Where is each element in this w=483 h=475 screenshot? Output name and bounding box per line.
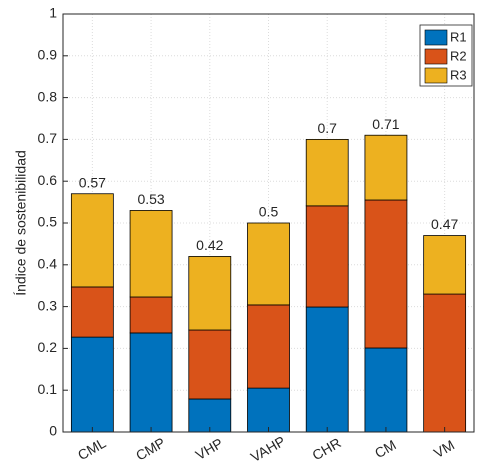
bar-segment xyxy=(364,347,408,433)
y-tick-label: 0.7 xyxy=(38,130,58,146)
bar-segment xyxy=(305,138,349,207)
bar-segment xyxy=(129,210,173,298)
legend-label: R3 xyxy=(450,67,467,82)
x-tick-label: CHR xyxy=(309,434,343,463)
total-label: 0.7 xyxy=(317,120,337,136)
x-tick-label: VHP xyxy=(193,435,226,463)
y-tick-label: 0.6 xyxy=(38,172,58,188)
y-tick-label: 0.8 xyxy=(38,88,58,104)
bar-segment xyxy=(247,387,290,433)
bar-segment xyxy=(188,256,232,331)
y-axis-label: Índice de sostenibilidad xyxy=(13,150,29,296)
bar-segment xyxy=(247,304,290,389)
bar-segment xyxy=(70,336,114,433)
y-tick-label: 0.4 xyxy=(38,256,58,272)
legend-swatch xyxy=(424,29,448,46)
total-label: 0.5 xyxy=(259,204,279,220)
y-tick-label: 0.9 xyxy=(38,47,58,63)
y-tick-label: 0.1 xyxy=(38,381,58,397)
legend-swatch xyxy=(424,67,448,84)
axes-frame xyxy=(62,13,475,433)
bar-segment xyxy=(70,193,114,288)
legend-label: R2 xyxy=(450,48,467,63)
total-label: 0.47 xyxy=(431,216,458,232)
bar-segment xyxy=(247,222,290,306)
legend-swatch xyxy=(424,48,448,65)
total-label: 0.53 xyxy=(137,191,164,207)
bar-segment xyxy=(305,205,349,308)
x-tick-label: CML xyxy=(75,434,109,463)
y-tick-label: 0.2 xyxy=(38,339,58,355)
bar-segment xyxy=(423,293,467,433)
total-label: 0.42 xyxy=(196,237,223,253)
y-tick-label: 0.3 xyxy=(38,297,58,313)
y-tick-label: 0.5 xyxy=(38,214,58,230)
bar-segment xyxy=(188,329,232,400)
legend-label: R1 xyxy=(450,29,467,44)
bar-segment xyxy=(364,199,408,349)
bar-segment xyxy=(305,306,349,433)
bar-segment xyxy=(423,235,467,295)
bar-segment xyxy=(188,398,232,433)
x-tick-label: VAHP xyxy=(248,433,288,465)
bar-segment xyxy=(129,296,173,334)
total-label: 0.71 xyxy=(372,116,399,132)
total-label: 0.57 xyxy=(79,174,106,190)
x-tick-label: CM xyxy=(372,437,399,462)
y-tick-label: 1 xyxy=(49,5,57,21)
y-tick-label: 0 xyxy=(49,423,57,439)
x-tick-label: VM xyxy=(431,437,457,461)
bar-segment xyxy=(70,286,114,338)
bar-segment xyxy=(129,332,173,433)
x-tick-label: CMP xyxy=(133,434,168,463)
bar-segment xyxy=(364,134,408,201)
